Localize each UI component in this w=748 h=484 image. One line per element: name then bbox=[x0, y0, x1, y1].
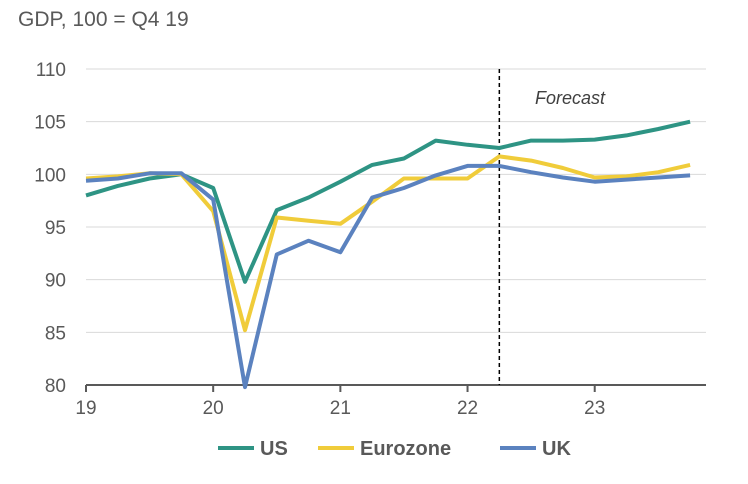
gridlines bbox=[86, 68, 706, 333]
y-tick-label-105: 105 bbox=[34, 113, 66, 134]
chart-title: GDP, 100 = Q4 19 bbox=[18, 8, 189, 31]
legend: US Eurozone UK bbox=[218, 438, 571, 460]
legend-label-eurozone: Eurozone bbox=[360, 438, 451, 460]
x-axis: 19 20 21 22 23 bbox=[75, 384, 706, 419]
y-tick-label-100: 100 bbox=[34, 165, 66, 186]
legend-label-uk: UK bbox=[542, 438, 571, 460]
series-lines bbox=[85, 119, 691, 390]
y-tick-label-85: 85 bbox=[45, 323, 66, 344]
y-axis-ticks: 80 85 90 95 100 105 110 bbox=[34, 60, 66, 397]
y-tick-label-110: 110 bbox=[36, 60, 66, 81]
legend-label-us: US bbox=[260, 438, 288, 460]
y-tick-label-95: 95 bbox=[45, 218, 66, 239]
series-line-us bbox=[85, 119, 691, 284]
x-tick-label-23: 23 bbox=[584, 398, 605, 419]
y-tick-label-80: 80 bbox=[45, 376, 66, 397]
x-tick-label-20: 20 bbox=[203, 398, 224, 419]
series-line-uk bbox=[85, 163, 691, 390]
x-tick-label-19: 19 bbox=[75, 398, 96, 419]
x-tick-label-21: 21 bbox=[330, 398, 351, 419]
forecast-marker: Forecast bbox=[498, 69, 606, 385]
x-tick-label-22: 22 bbox=[457, 398, 478, 419]
forecast-label: Forecast bbox=[535, 88, 606, 108]
series-line-eurozone bbox=[85, 154, 691, 333]
y-tick-label-90: 90 bbox=[45, 271, 66, 292]
